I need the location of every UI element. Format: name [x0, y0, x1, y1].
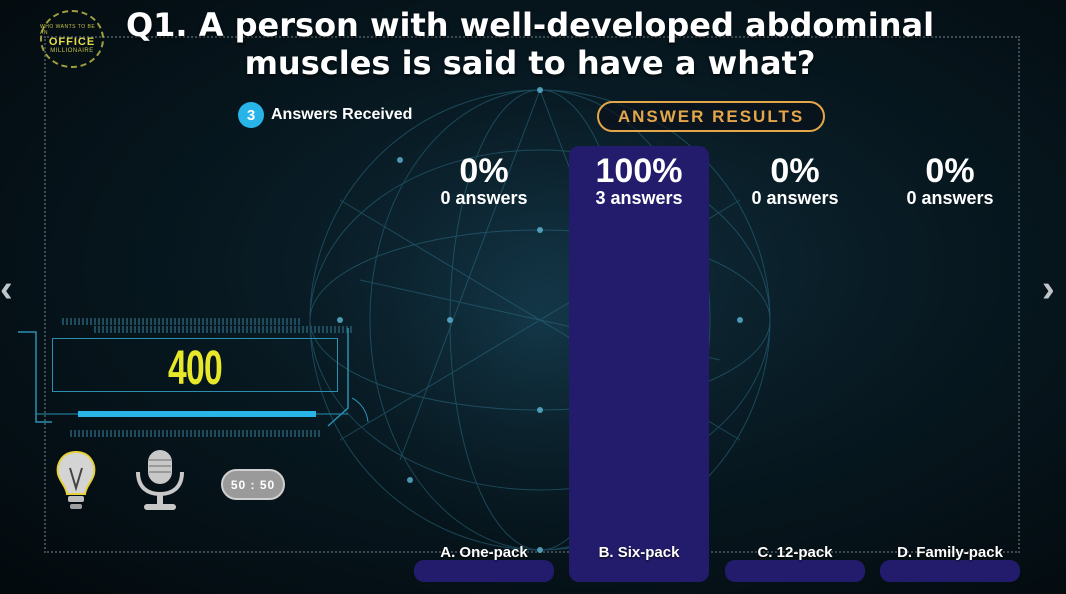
answer-percent: 0%	[770, 152, 820, 190]
question-text: Q1. A person with well-developed abdomin…	[125, 6, 935, 82]
answers-received: 3 Answers Received	[238, 102, 412, 128]
next-arrow-icon[interactable]: ›	[1042, 268, 1055, 310]
answer-bar	[569, 146, 709, 582]
score-value: 400	[168, 342, 223, 395]
answer-bar	[880, 560, 1020, 582]
answer-column: 0% 0 answers A. One-pack	[414, 146, 554, 582]
answer-count: 0 answers	[906, 188, 994, 208]
lightbulb-icon[interactable]	[52, 448, 100, 514]
answer-column: 100% 3 answers B. Six-pack	[569, 146, 709, 582]
previous-arrow-icon[interactable]: ‹	[0, 268, 13, 310]
answer-column: 0% 0 answers D. Family-pack	[880, 146, 1020, 582]
score-panel: 400	[18, 318, 373, 440]
answer-bar	[725, 560, 865, 582]
answer-option-label: B. Six-pack	[598, 544, 680, 561]
answer-percent: 100%	[595, 152, 683, 190]
answer-percent: 0%	[925, 152, 975, 190]
answer-option-label: D. Family-pack	[897, 544, 1003, 561]
answer-option-label: C. 12-pack	[757, 544, 833, 561]
answer-percent: 0%	[459, 152, 509, 190]
microphone-icon[interactable]	[132, 448, 188, 514]
office-millionaire-logo: WHO WANTS TO BE AN OFFICE MILLIONAIRE	[40, 10, 104, 68]
answer-option-label: A. One-pack	[440, 544, 528, 561]
answers-received-label: Answers Received	[271, 106, 413, 123]
answer-count: 0 answers	[440, 188, 528, 208]
answer-column: 0% 0 answers C. 12-pack	[725, 146, 865, 582]
answer-bar	[414, 560, 554, 582]
answer-count: 3 answers	[595, 188, 683, 208]
answer-results-button[interactable]: ANSWER RESULTS	[597, 101, 825, 132]
answer-count: 0 answers	[751, 188, 839, 208]
answers-count-badge: 3	[238, 102, 264, 128]
fifty-fifty-button[interactable]: 50 : 50	[221, 469, 285, 500]
